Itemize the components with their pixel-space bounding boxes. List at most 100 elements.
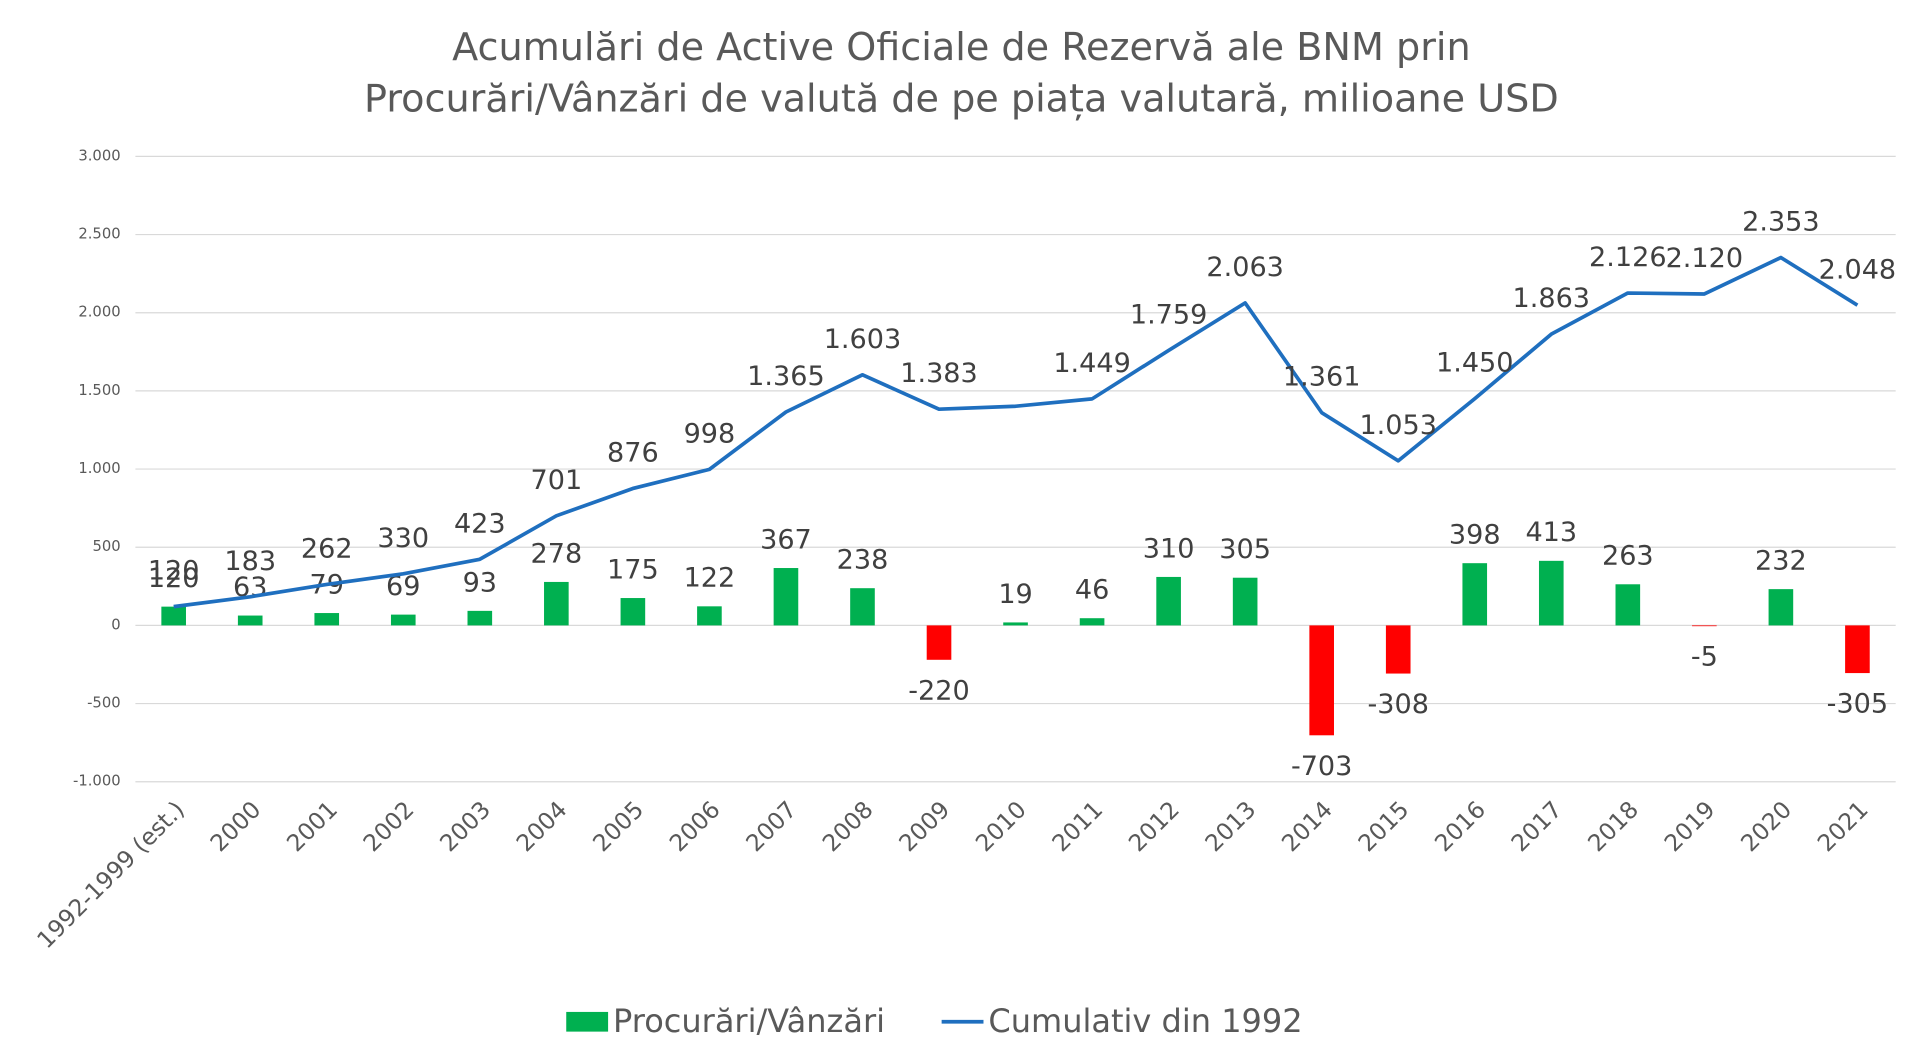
bar [1845,625,1870,674]
x-tick-label: 2002 [358,795,420,857]
grid [135,155,1896,783]
y-tick-label: -500 [87,695,121,712]
data-label: 183 [224,546,276,577]
data-label: 46 [1075,575,1109,606]
y-tick-label: 2.500 [78,226,120,243]
data-label: 1.759 [1130,299,1208,330]
x-tick-label: 2015 [1353,795,1415,857]
data-label: 175 [607,554,659,585]
x-tick-label: 2000 [205,795,267,857]
x-tick-label: 2021 [1812,795,1874,857]
x-tick-label: 2020 [1735,795,1797,857]
data-label: 122 [684,563,736,594]
data-label: 1.450 [1436,348,1514,379]
x-tick-label: 2011 [1046,795,1108,857]
x-tick-label: 2014 [1276,795,1338,857]
data-label: 1.383 [900,358,978,389]
chart-title: Acumulări de Active Oficiale de Rezervă … [452,25,1471,69]
data-label: 1.361 [1283,362,1361,393]
bar [1003,622,1028,626]
data-label: 19 [998,579,1032,610]
x-tick-label: 2008 [817,795,879,857]
data-label: 262 [301,533,353,564]
data-label: -220 [908,675,969,706]
y-tick-label: 3.000 [78,147,120,164]
data-label: 398 [1449,520,1501,551]
data-label: -5 [1691,642,1718,673]
y-tick-label: 2.000 [78,304,120,321]
x-tick-label: 2010 [970,795,1032,857]
data-label: 278 [530,538,582,569]
y-tick-label: 0 [111,616,120,633]
data-label: 413 [1525,517,1577,548]
data-label: 998 [684,418,736,449]
bar [1232,577,1258,626]
bar [314,613,340,626]
bar [1692,625,1717,627]
data-label: -308 [1367,689,1428,720]
x-tick-label: 2012 [1123,795,1185,857]
data-label: 310 [1143,533,1195,564]
data-label: 120 [148,563,200,594]
bar [1079,618,1105,626]
data-label: 423 [454,508,506,539]
y-tick-label: 500 [92,538,120,555]
data-label: 701 [530,465,582,496]
bar [1768,589,1794,626]
data-label: -305 [1827,689,1888,720]
bar [467,610,493,626]
x-tick-label: 2013 [1200,795,1262,857]
bar [161,606,186,626]
data-label: 367 [760,524,812,555]
bar [1615,584,1641,626]
x-tick-label: 2009 [893,795,955,857]
legend-swatch [566,1011,609,1032]
chart-title: Procurări/Vânzări de valută de pe piața … [364,77,1559,121]
data-label: 876 [607,437,659,468]
data-label: 1.863 [1513,283,1591,314]
data-label: 2.120 [1666,243,1744,274]
bar [1385,625,1411,674]
bar [773,568,799,626]
legend-label: Procurări/Vânzări [613,1002,885,1040]
line [173,255,1859,609]
x-tick-label: 2018 [1582,795,1644,857]
data-label: 232 [1755,546,1807,577]
data-label: -703 [1291,751,1352,782]
data-label: 2.126 [1589,242,1667,273]
y-tick-label: 1.000 [78,460,120,477]
data-label: 1.603 [824,324,902,355]
data-label: 2.063 [1206,252,1284,283]
data-label: 263 [1602,541,1654,572]
x-tick-label: 2005 [587,795,649,857]
x-tick-label: 1992-1999 (est.) [31,795,190,954]
data-label: 2.048 [1819,254,1897,285]
bar [850,588,875,626]
bar [544,581,569,626]
bar [1156,576,1181,626]
bar [237,615,263,626]
data-label: 238 [837,545,889,576]
data-label: 330 [377,523,429,554]
legend-label: Cumulativ din 1992 [988,1002,1302,1040]
x-tick-label: 2006 [664,795,726,857]
x-tick-label: 2007 [740,795,802,857]
y-tick-label: -1.000 [73,773,121,790]
data-label: 1.365 [747,361,825,392]
bar [390,614,416,626]
x-tick-label: 2017 [1506,795,1568,857]
data-label: 1.053 [1359,410,1437,441]
x-tick-label: 2001 [281,795,343,857]
data-label: 1.449 [1053,348,1131,379]
bar [1538,560,1564,626]
data-label: 93 [463,567,497,598]
bar [926,625,952,660]
bar [697,606,722,626]
data-label: 305 [1219,534,1271,565]
x-tick-label: 2003 [434,795,496,857]
x-tick-label: 2019 [1659,795,1721,857]
y-tick-label: 1.500 [78,382,120,399]
x-tick-label: 2004 [511,795,573,857]
x-tick-label: 2016 [1429,795,1491,857]
